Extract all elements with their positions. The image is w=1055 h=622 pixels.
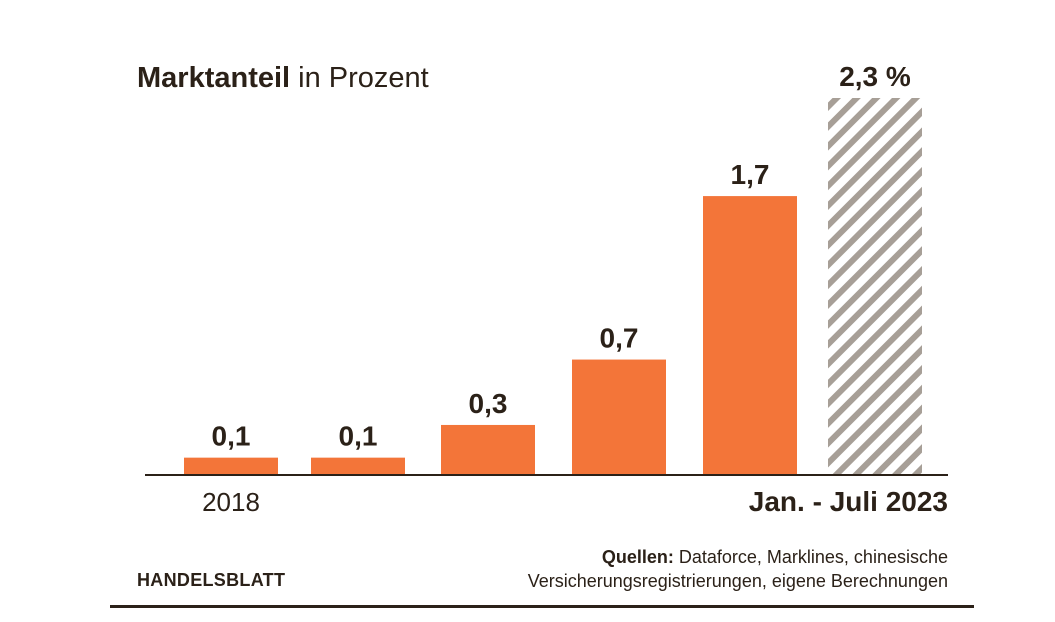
bottom-rule — [110, 605, 974, 608]
x-tick-label-first: 2018 — [202, 487, 260, 517]
value-label-2: 0,1 — [339, 421, 378, 452]
x-tick-label-last: Jan. - Juli 2023 — [749, 486, 948, 517]
value-label-4: 0,7 — [600, 323, 639, 354]
sources-line-1: Quellen: Dataforce, Marklines, chinesisc… — [388, 545, 948, 569]
bar-2 — [311, 457, 405, 474]
chart-title-bold: Marktanteil — [137, 62, 290, 94]
brand-logo-text: HANDELSBLATT — [137, 570, 286, 590]
chart-title: Marktanteil in Prozent — [137, 62, 429, 94]
value-label-1: 0,1 — [212, 421, 251, 452]
sources-note: Quellen: Dataforce, Marklines, chinesisc… — [388, 545, 948, 593]
value-labels-group: 0,1 0,1 0,3 0,7 1,7 2,3 % — [212, 61, 911, 452]
value-label-6: 2,3 % — [839, 61, 911, 92]
sources-line-2: Versicherungsregistrierungen, eigene Ber… — [527, 571, 948, 591]
bar-chart: Marktanteil in Prozent 0,1 0,1 0,3 0,7 1,7 2,… — [137, 61, 948, 517]
bar-4 — [572, 359, 666, 474]
sources-label: Quellen: — [601, 547, 674, 567]
bar-5 — [703, 196, 797, 474]
value-label-3: 0,3 — [469, 388, 508, 419]
value-label-5: 1,7 — [731, 159, 770, 190]
bars-group — [184, 98, 922, 474]
sources-text: Dataforce, Marklines, chinesische — [673, 547, 948, 567]
bar-6 — [828, 98, 922, 474]
bar-1 — [184, 457, 278, 474]
chart-title-rest: in Prozent — [290, 62, 429, 94]
bar-3 — [441, 424, 535, 474]
